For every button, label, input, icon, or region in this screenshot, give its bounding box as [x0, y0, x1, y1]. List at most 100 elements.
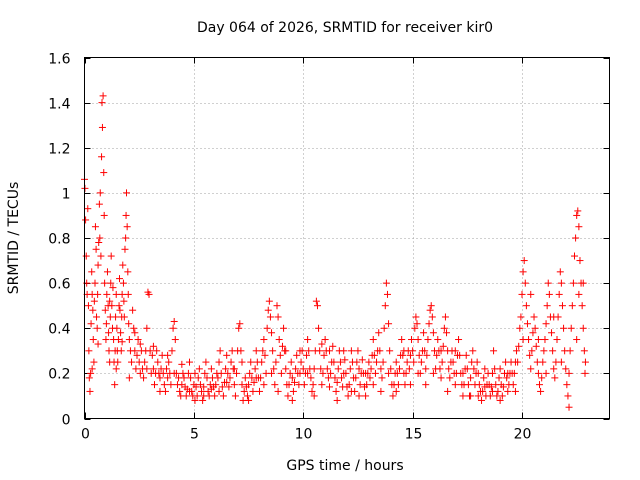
data-point: [89, 336, 97, 344]
data-point: [563, 381, 571, 389]
data-point: [541, 336, 549, 344]
data-point: [464, 381, 472, 389]
data-point: [462, 351, 470, 359]
data-point: [474, 369, 482, 377]
data-point: [120, 313, 128, 321]
data-point: [278, 342, 286, 350]
data-point: [449, 358, 457, 366]
data-point: [140, 374, 148, 382]
data-point: [231, 392, 239, 400]
data-point: [112, 365, 120, 373]
data-point: [488, 387, 496, 395]
data-point: [378, 374, 386, 382]
data-point: [271, 381, 279, 389]
data-point: [95, 239, 103, 247]
data-point: [470, 365, 478, 373]
data-point: [496, 396, 504, 404]
data-point: [429, 329, 437, 337]
data-point: [318, 340, 326, 348]
data-point: [106, 297, 114, 305]
data-point: [243, 392, 251, 400]
data-point: [377, 387, 385, 395]
data-point: [377, 365, 385, 373]
data-point: [373, 358, 381, 366]
data-point: [265, 297, 273, 305]
y-tick-label: 1.4: [48, 97, 70, 113]
data-point: [100, 169, 108, 177]
data-point: [125, 320, 133, 328]
data-point: [115, 302, 123, 310]
data-point: [184, 369, 192, 377]
data-point: [259, 347, 267, 355]
data-point: [478, 396, 486, 404]
data-point: [403, 358, 411, 366]
data-point: [131, 329, 139, 337]
data-point: [292, 365, 300, 373]
data-point: [338, 374, 346, 382]
data-point: [245, 396, 253, 404]
data-point: [215, 387, 223, 395]
data-point: [530, 313, 538, 321]
data-point: [352, 374, 360, 382]
y-tick-label: 0.6: [48, 277, 70, 293]
data-point: [129, 306, 137, 314]
data-point: [308, 387, 316, 395]
y-axis-label: SRMTID / TECUs: [6, 182, 22, 295]
x-tick-label: 20: [514, 427, 532, 443]
data-point: [396, 365, 403, 373]
data-point: [149, 365, 157, 373]
data-point: [572, 234, 580, 242]
data-point: [130, 324, 138, 332]
data-point: [330, 358, 338, 366]
data-point: [214, 374, 222, 382]
data-point: [241, 374, 249, 382]
data-point: [238, 381, 246, 389]
data-point: [143, 365, 151, 373]
data-point: [355, 365, 363, 373]
data-point: [321, 336, 329, 344]
data-point: [276, 351, 284, 359]
data-point: [273, 302, 281, 310]
data-point: [207, 365, 215, 373]
data-point: [258, 358, 266, 366]
data-point: [438, 358, 446, 366]
data-point: [124, 268, 132, 276]
data-point: [332, 387, 340, 395]
data-point: [272, 358, 280, 366]
data-point: [112, 313, 120, 321]
data-point: [103, 268, 111, 276]
data-point: [421, 347, 429, 355]
data-point: [496, 365, 504, 373]
data-point: [406, 351, 414, 359]
data-point: [118, 290, 126, 298]
data-point: [548, 329, 556, 337]
data-point: [495, 374, 503, 382]
data-point: [369, 336, 377, 344]
data-point: [381, 302, 389, 310]
data-point: [459, 392, 467, 400]
data-point: [385, 320, 393, 328]
data-point: [540, 347, 548, 355]
data-point: [304, 336, 312, 344]
x-tick-label: 5: [190, 427, 199, 443]
data-point: [504, 369, 512, 377]
data-point: [118, 338, 126, 346]
data-point: [235, 324, 243, 332]
y-tick-label: 0.4: [48, 322, 70, 338]
data-point: [519, 268, 527, 276]
data-point: [168, 347, 176, 355]
data-point: [156, 374, 164, 382]
data-point: [116, 306, 124, 314]
data-point: [163, 365, 171, 373]
data-point: [550, 365, 558, 373]
data-point: [434, 336, 442, 344]
data-point: [108, 302, 116, 310]
y-tick-labels: 0 0.2 0.4 0.6 0.8 1 1.2 1.4 1.6: [48, 52, 70, 429]
data-point: [573, 211, 581, 219]
data-point: [304, 369, 312, 377]
data-point: [219, 392, 227, 400]
data-point: [263, 324, 271, 332]
data-point: [333, 378, 341, 386]
data-point: [513, 347, 521, 355]
data-point: [550, 313, 558, 321]
